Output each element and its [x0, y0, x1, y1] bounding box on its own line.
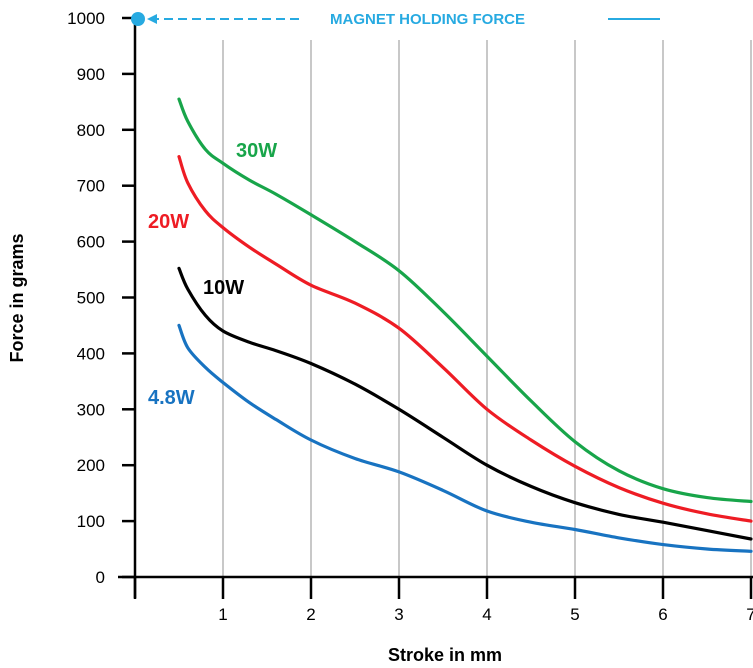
x-tick-label: 5	[570, 605, 579, 624]
series-line-4-8w	[177, 323, 753, 553]
x-tick-label: 1	[218, 605, 227, 624]
vertical-grid	[222, 40, 752, 577]
holding-force-annotation: MAGNET HOLDING FORCE	[131, 11, 660, 28]
y-tick-label: 700	[77, 177, 105, 196]
series-line-30w	[177, 97, 753, 504]
y-tick-label: 900	[77, 65, 105, 84]
x-axis-title: Stroke in mm	[388, 645, 502, 665]
y-tick-label: 100	[77, 512, 105, 531]
x-tick-label: 7	[746, 605, 753, 624]
x-tick-label: 4	[482, 605, 491, 624]
x-tick-label: 3	[394, 605, 403, 624]
y-tick-labels: 0 100 200 300 400 500 600 700 800 900 1000	[67, 9, 135, 587]
annotation-text: MAGNET HOLDING FORCE	[330, 11, 525, 28]
holding-force-point	[131, 12, 145, 26]
series-label-30w: 30W	[236, 140, 277, 162]
annotation-arrowhead	[147, 14, 157, 24]
y-tick-label: 0	[96, 568, 105, 587]
series-label-10w: 10W	[203, 277, 244, 299]
y-tick-label: 600	[77, 233, 105, 252]
y-tick-label: 300	[77, 400, 105, 419]
series-labels: 30W 20W 10W 4.8W	[148, 140, 277, 409]
series-label-4-8w: 4.8W	[148, 387, 195, 409]
x-tick-label: 2	[306, 605, 315, 624]
y-tick-label: 500	[77, 289, 105, 308]
y-tick-label: 400	[77, 344, 105, 363]
y-axis-title: Force in grams	[7, 233, 27, 362]
x-tick-label: 6	[658, 605, 667, 624]
axes	[118, 18, 753, 598]
series-label-20w: 20W	[148, 211, 189, 233]
y-tick-label: 1000	[67, 9, 105, 28]
series-line-20w	[177, 155, 753, 523]
series-line-10w	[177, 266, 753, 541]
x-tick-labels: 1 2 3 4 5 6 7	[133, 577, 753, 624]
y-tick-label: 800	[77, 121, 105, 140]
series-curves	[177, 97, 753, 553]
y-tick-label: 200	[77, 456, 105, 475]
